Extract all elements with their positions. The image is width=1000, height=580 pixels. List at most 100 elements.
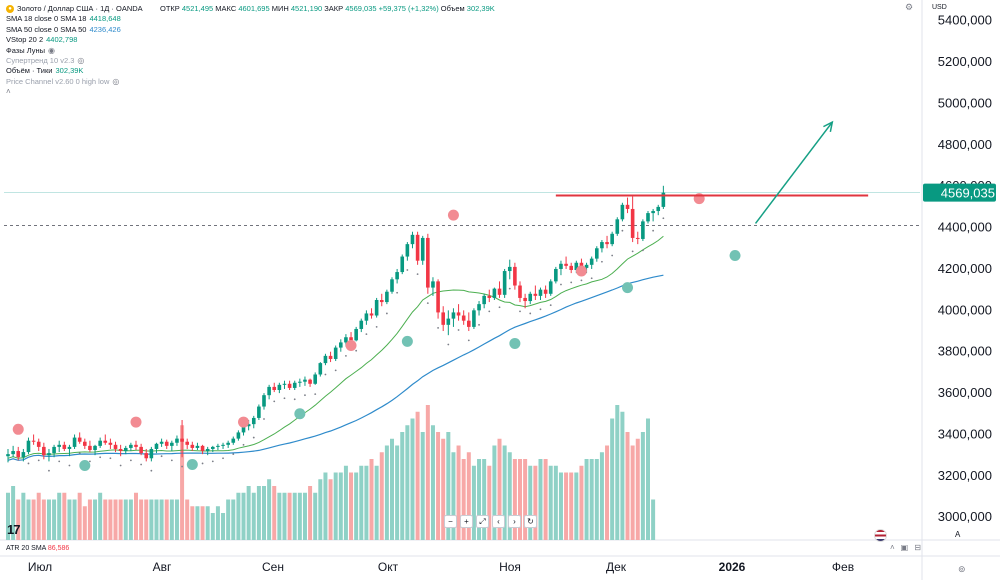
candle-body: [359, 320, 364, 329]
volume-bar: [569, 472, 574, 540]
candle-body: [170, 442, 174, 446]
atr-legend[interactable]: ATR 20 SMA 86,586: [6, 545, 69, 552]
chevron-up-icon[interactable]: ˄: [6, 87, 11, 97]
eye-icon[interactable]: ◉: [48, 45, 55, 55]
full-moon-marker: [130, 416, 142, 428]
new-moon-marker: [186, 458, 198, 470]
indicator-name: Фазы Луны: [6, 45, 45, 55]
zoom-in-button[interactable]: +: [460, 515, 473, 528]
symbol-title-row[interactable]: ● Золото / Доллар США · 1Д · OANDA: [6, 4, 143, 14]
vstop-dot: [27, 462, 30, 465]
forecast-arrow-head: [823, 120, 834, 133]
price-tick-label: 4000,000: [938, 302, 992, 317]
vstop-dot: [222, 457, 224, 460]
volume-bar: [57, 492, 62, 540]
volume-bar: [605, 445, 610, 540]
indicator-row[interactable]: VStop 20 2 4402,798: [6, 35, 143, 45]
gear-icon[interactable]: ⚙: [905, 2, 914, 12]
volume-bar: [430, 425, 435, 540]
vstop-dot: [478, 323, 480, 326]
volume-bar: [323, 472, 328, 540]
candle-body: [47, 453, 51, 456]
candle-body: [374, 300, 379, 316]
volume-bar: [492, 445, 497, 540]
tradingview-logo-icon[interactable]: 17: [7, 522, 21, 537]
volume-bar: [246, 486, 251, 540]
volume-bar: [251, 492, 256, 540]
scroll-right-button[interactable]: ›: [508, 515, 521, 528]
volume-bar: [436, 432, 441, 540]
candle-body: [559, 263, 563, 269]
candle-body: [385, 291, 389, 303]
volume-bar: [174, 499, 179, 540]
indicator-row[interactable]: Фазы Луны ◉: [6, 46, 143, 56]
volume-bar: [21, 492, 26, 540]
currency-label[interactable]: USD: [932, 4, 947, 11]
candle-body: [456, 312, 461, 316]
volume-bar: [589, 459, 594, 540]
volume-bar: [36, 492, 41, 540]
vstop-dot: [590, 277, 593, 280]
volume-bar: [461, 459, 466, 540]
chevron-up-icon[interactable]: ˄: [890, 543, 895, 552]
indicator-row[interactable]: SMA 50 close 0 SMA 50 4236,426: [6, 25, 143, 35]
volume-bar: [6, 492, 10, 540]
time-tick-label: 2026: [719, 560, 746, 574]
volume-bar: [518, 459, 522, 540]
volume-bar: [190, 506, 195, 540]
candle-body: [579, 262, 584, 268]
volume-bar: [640, 432, 645, 540]
candle-body: [241, 426, 246, 433]
forecast-arrow-line: [754, 121, 833, 224]
volume-bar: [215, 506, 220, 540]
indicator-row[interactable]: Супертренд 10 v2.3 ◎: [6, 56, 143, 66]
candle-body: [507, 266, 512, 272]
eye-hidden-icon[interactable]: ◎: [77, 56, 85, 66]
vstop-dot: [89, 460, 91, 463]
vstop-dot: [365, 333, 368, 336]
fit-button[interactable]: ⤢: [476, 515, 489, 528]
volume-bar: [487, 465, 492, 540]
volume-bar: [333, 472, 338, 540]
zoom-out-button[interactable]: −: [444, 515, 457, 528]
volume-bar: [154, 499, 159, 540]
vstop-dot: [129, 459, 132, 462]
volume-bar: [277, 492, 282, 540]
candle-body: [267, 386, 271, 396]
us-flag-icon[interactable]: [874, 529, 887, 542]
auto-scale-button[interactable]: A: [955, 530, 961, 539]
indicator-name: SMA 50 close 0 SMA 50: [6, 24, 87, 34]
settings-icon[interactable]: ⊚: [958, 564, 966, 574]
open-value: 4521,495: [181, 4, 214, 13]
scroll-left-button[interactable]: ‹: [492, 515, 505, 528]
volume-bar: [574, 472, 579, 540]
volume-bar: [226, 499, 231, 540]
indicator-row[interactable]: SMA 18 close 0 SMA 18 4418,648: [6, 14, 143, 24]
volume-bar: [26, 499, 31, 540]
indicator-row[interactable]: Price Channel v2.60 0 high low ◎: [6, 77, 143, 87]
volume-bar: [390, 438, 394, 540]
vstop-dot: [508, 287, 511, 290]
legend-collapse-row[interactable]: ˄: [6, 87, 143, 97]
volume-bar: [292, 492, 297, 540]
new-moon-marker: [622, 282, 634, 294]
full-moon-marker: [12, 423, 24, 435]
volume-value: 302,39K: [466, 4, 495, 13]
close-icon[interactable]: ⊟: [914, 543, 921, 552]
volume-bar: [72, 499, 77, 540]
candle-body: [57, 444, 61, 447]
price-tick-label: 5400,000: [938, 13, 992, 28]
sma-18-line: [7, 235, 664, 459]
candle-body: [6, 454, 10, 457]
maximize-icon[interactable]: ▣: [900, 543, 909, 552]
indicator-row[interactable]: Объём · Тики 302,39K: [6, 66, 143, 76]
vstop-dot: [78, 452, 81, 455]
candle-body: [93, 445, 97, 450]
vstop-dot: [396, 291, 399, 294]
eye-hidden-icon[interactable]: ◎: [112, 76, 120, 86]
vstop-dot: [601, 260, 603, 263]
candle-body: [344, 337, 348, 343]
volume-bar: [46, 499, 51, 540]
reset-button[interactable]: ↻: [524, 515, 537, 528]
